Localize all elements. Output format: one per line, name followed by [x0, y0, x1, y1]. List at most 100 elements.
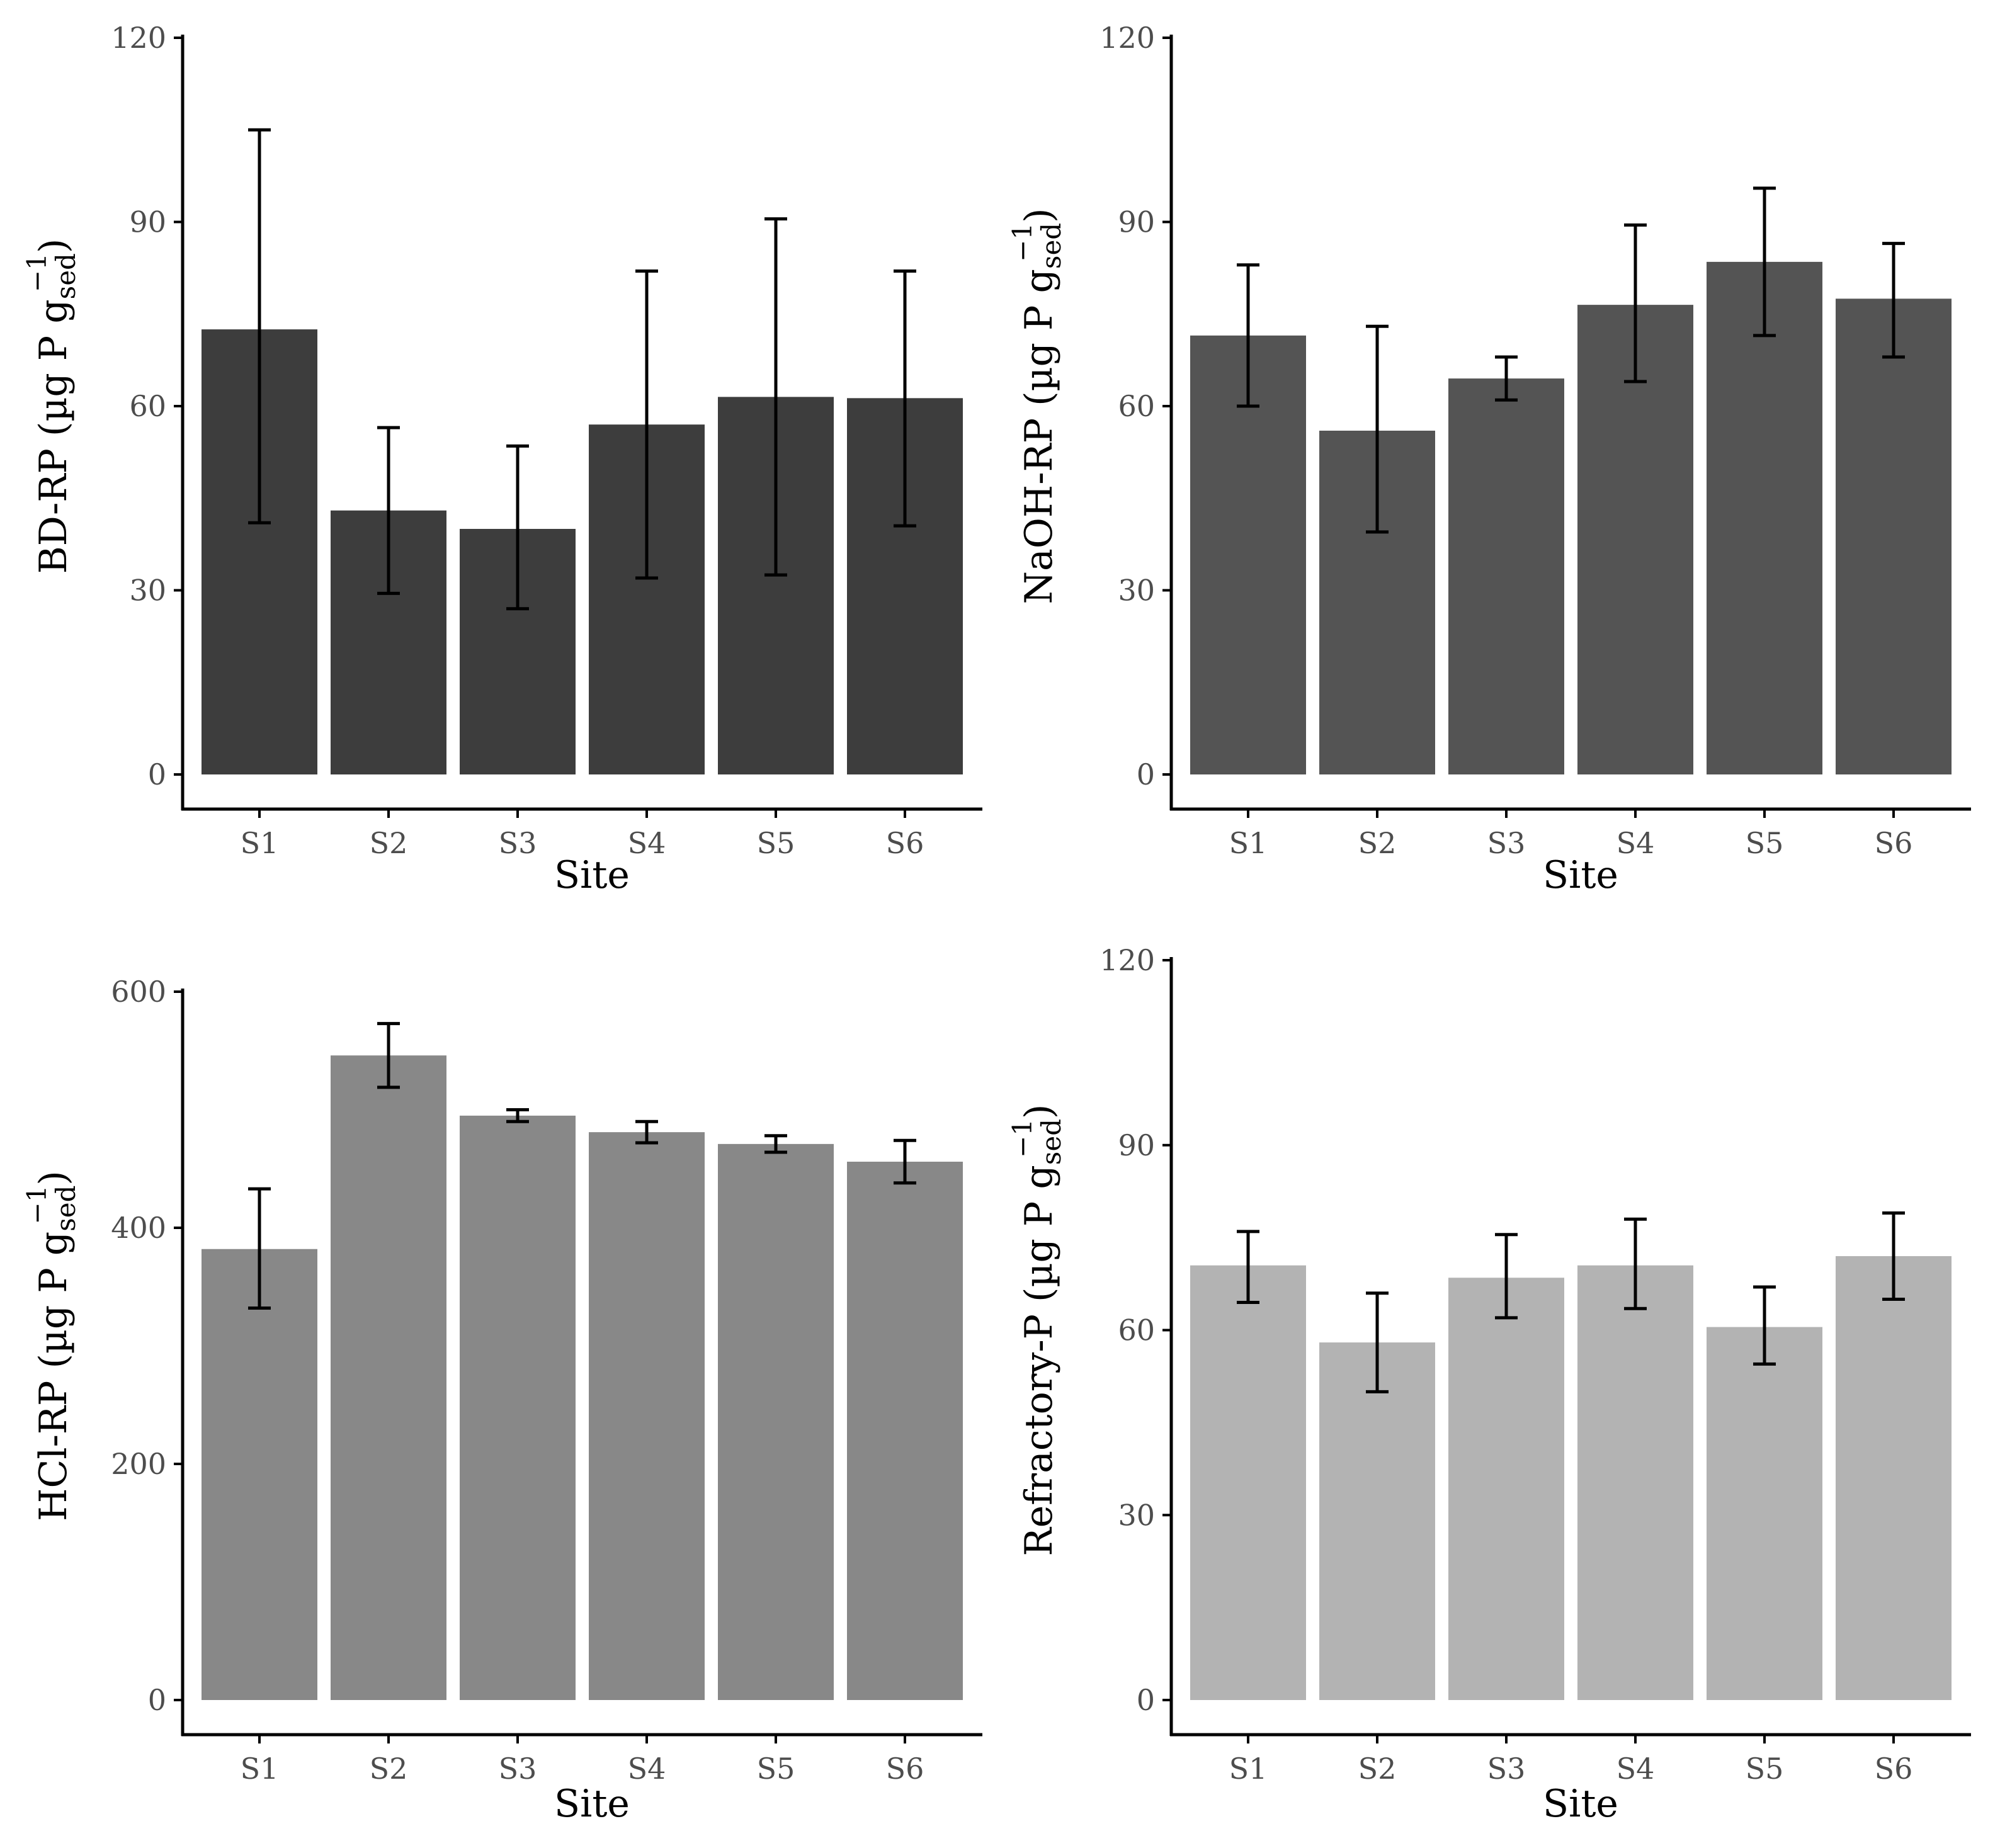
- x-tick-label: S2: [1358, 826, 1397, 860]
- y-axis-title-sup: −1: [1007, 223, 1038, 262]
- y-tick-label: 90: [1118, 205, 1155, 239]
- x-tick-label: S1: [1229, 826, 1268, 860]
- error-bar-s4: [1624, 223, 1647, 383]
- bar-s5: [1707, 261, 1822, 774]
- error-bar-s1: [248, 128, 271, 524]
- x-tick-label: S4: [628, 826, 666, 860]
- error-bar-s1: [248, 1187, 271, 1310]
- y-tick-label: 60: [1118, 389, 1155, 423]
- error-bar-s5: [764, 1134, 787, 1154]
- x-axis-title: Site: [554, 853, 630, 897]
- chart-panel-refractory-p: 0 30 60 90 120 S1 S2 S3 S4 S5 S6 Site Refractory-P (…: [1007, 943, 1971, 1826]
- y-axis-title: Refractory-P (µg P gsed−1): [1007, 1104, 1067, 1556]
- x-tick-label: S3: [1487, 1752, 1526, 1786]
- y-tick-label: 0: [1137, 1683, 1155, 1717]
- x-tick-label: S4: [1616, 826, 1655, 860]
- bar-s1: [1190, 335, 1306, 774]
- bar-s4: [589, 1132, 705, 1700]
- chart-panel-bd-rp: 0 30 60 90 120 S1 S2 S3 S4 S5 S6 Site BD-RP (µg P gs…: [21, 21, 982, 897]
- x-tick-label: S2: [370, 1752, 408, 1786]
- y-axis-title-sup: −1: [21, 1186, 52, 1225]
- x-tick-label: S2: [1358, 1752, 1397, 1786]
- y-tick-label: 200: [111, 1447, 166, 1481]
- y-tick-label: 90: [1118, 1128, 1155, 1162]
- error-bar-s6: [1882, 242, 1905, 359]
- error-bar-s6: [894, 1138, 916, 1185]
- y-tick-label: 30: [1118, 1498, 1155, 1532]
- x-tick-label: S3: [1487, 826, 1526, 860]
- error-bar-s1: [1237, 1230, 1259, 1304]
- y-tick-label: 0: [148, 1683, 166, 1717]
- y-tick-label: 0: [1137, 757, 1155, 791]
- y-axis-title-main: NaOH-RP (µg P g: [1017, 269, 1061, 604]
- y-tick-label: 60: [129, 389, 166, 423]
- x-tick-label: S4: [628, 1752, 666, 1786]
- y-tick-label: 60: [1118, 1313, 1155, 1347]
- y-tick-label: 400: [111, 1211, 166, 1245]
- error-bar-s4: [635, 269, 658, 580]
- x-tick-label: S1: [241, 1752, 279, 1786]
- error-bar-s2: [377, 1022, 400, 1089]
- error-bar-s6: [1882, 1211, 1905, 1301]
- error-bar-s3: [1495, 1233, 1518, 1320]
- x-tick-label: S5: [757, 1752, 795, 1786]
- error-bar-s6: [894, 269, 916, 528]
- x-tick-label: S3: [499, 826, 537, 860]
- x-tick-label: S2: [370, 826, 408, 860]
- bar-s3: [1448, 1278, 1564, 1700]
- y-axis-title: HCl-RP (µg P gsed−1): [21, 1171, 81, 1521]
- y-tick-label: 90: [129, 205, 166, 239]
- x-tick-label: S1: [241, 826, 279, 860]
- y-axis-title-sup: −1: [1007, 1119, 1038, 1158]
- x-tick-label: S5: [1746, 1752, 1784, 1786]
- x-axis-title: Site: [1543, 853, 1618, 897]
- error-bar-s5: [1753, 1285, 1776, 1366]
- y-axis-title-sub: sed: [50, 1185, 81, 1231]
- y-tick-label: 120: [111, 21, 166, 55]
- error-bar-s1: [1237, 263, 1259, 408]
- y-axis-title-sup: −1: [21, 253, 52, 292]
- x-tick-label: S6: [886, 1752, 924, 1786]
- error-bar-s2: [1366, 324, 1389, 534]
- error-bar-s3: [506, 1108, 529, 1123]
- y-axis-title-sub: sed: [1036, 223, 1067, 269]
- y-axis-title-end: ): [1017, 1104, 1061, 1119]
- bar-s6: [1836, 1256, 1952, 1700]
- error-bar-s2: [377, 426, 400, 595]
- x-tick-label: S6: [1875, 826, 1913, 860]
- bar-s3: [1448, 378, 1564, 774]
- bar-s6: [847, 1162, 963, 1700]
- y-axis-title: BD-RP (µg P gsed−1): [21, 239, 81, 574]
- x-tick-label: S5: [1746, 826, 1784, 860]
- y-tick-label: 30: [1118, 574, 1155, 608]
- chart-panel-hcl-rp: 0 200 400 600 S1 S2 S3 S4 S5 S6 Site HCl-RP (µg P g…: [21, 975, 982, 1826]
- error-bar-s2: [1366, 1291, 1389, 1393]
- x-tick-label: S6: [886, 826, 924, 860]
- y-tick-label: 120: [1099, 943, 1155, 977]
- error-bar-s3: [506, 444, 529, 611]
- y-tick-label: 0: [148, 757, 166, 791]
- x-axis-title: Site: [554, 1782, 630, 1826]
- y-axis-title-sub: sed: [1036, 1119, 1067, 1165]
- bar-s4: [1577, 1265, 1693, 1700]
- bar-s5: [718, 1143, 834, 1700]
- y-axis-title-end: ): [31, 239, 76, 253]
- error-bar-s3: [1495, 355, 1518, 402]
- bar-s2: [331, 1055, 446, 1700]
- bar-s6: [1836, 298, 1952, 774]
- y-axis-title-main: BD-RP (µg P g: [31, 299, 76, 574]
- x-tick-label: S3: [499, 1752, 537, 1786]
- bar-s2: [1319, 1342, 1435, 1700]
- x-tick-label: S1: [1229, 1752, 1268, 1786]
- y-axis-title-end: ): [31, 1171, 76, 1185]
- y-axis-title-end: ): [1017, 208, 1061, 222]
- x-tick-label: S6: [1875, 1752, 1913, 1786]
- bar-s5: [1707, 1327, 1822, 1700]
- y-axis-title-main: HCl-RP (µg P g: [31, 1232, 76, 1521]
- chart-panel-naoh-rp: 0 30 60 90 120 S1 S2 S3 S4 S5 S6 Site NaOH-RP (µg P …: [1007, 21, 1971, 897]
- y-axis-title-sub: sed: [50, 253, 81, 299]
- bar-s1: [1190, 1265, 1306, 1700]
- bar-s1: [202, 1249, 317, 1700]
- y-tick-label: 30: [129, 574, 166, 608]
